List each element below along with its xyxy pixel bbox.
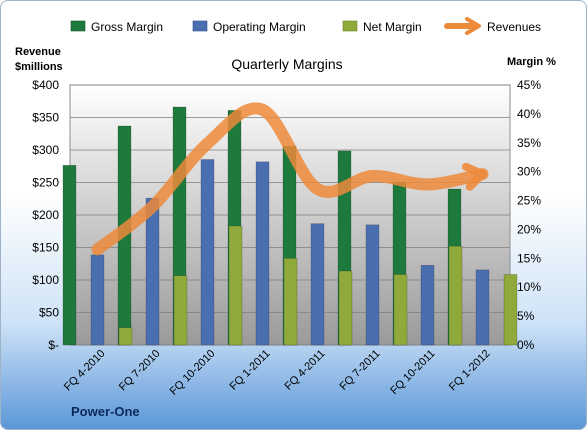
right-axis-tick-label: 40% [517,107,541,121]
right-axis-tick-label: 15% [517,251,541,265]
left-axis-tick-label: $300 [32,143,59,157]
footer-company-label: Power-One [71,404,140,419]
category-label: FQ 1-2011 [228,348,273,393]
legend-label-revenues: Revenues [487,20,541,34]
legend-swatch-net-margin [342,20,358,32]
right-axis-tick-label: 25% [517,194,541,208]
bar-net-margin [393,274,408,346]
bar-net-margin [503,274,518,346]
category-label: FQ 10-2010 [168,348,218,398]
left-axis-ticks: $- $50 $100 $150 $200 $250 $300 $350 $400 [32,78,59,352]
left-axis-tick-label: $- [48,338,59,352]
legend-label-gross-margin: Gross Margin [91,20,163,34]
category-label: FQ 4-2011 [283,348,328,393]
bar-operating-margin [90,254,105,346]
left-axis-tick-label: $350 [32,111,59,125]
right-axis-tick-label: 30% [517,165,541,179]
revenue-line-path [91,102,489,256]
left-axis-tick-label: $250 [32,176,59,190]
right-axis-tick-label: 5% [517,309,535,323]
legend-label-operating-margin: Operating Margin [213,20,306,34]
legend-swatch-gross-margin [70,20,86,32]
left-axis-tick-label: $150 [32,241,59,255]
category-label: FQ 4-2010 [62,348,108,394]
category-label: FQ 10-2011 [388,348,437,397]
left-axis-title-line1: Revenue [15,46,61,58]
category-label: FQ 7-2011 [338,348,383,393]
bar-operating-margin [200,159,215,346]
bar-operating-margin [310,223,325,346]
bar-net-margin [283,257,298,346]
bar-operating-margin [475,269,490,346]
legend: Gross Margin Operating Margin Net Margin… [70,17,541,35]
revenue-line-arrowhead [462,162,487,191]
left-axis-tick-label: $100 [32,273,59,287]
left-axis-title-line2: $millions [15,61,63,73]
bar-operating-margin [145,197,160,346]
chart-title: Quarterly Margins [231,56,342,72]
bar-net-margin [118,327,133,346]
right-axis-tick-label: 10% [517,280,541,294]
bar-operating-margin [365,224,380,346]
bar-net-margin [338,270,353,346]
bar-net-margin [228,225,243,346]
legend-arrowhead-revenues [465,17,481,35]
category-label: FQ 7-2010 [117,348,163,394]
right-axis-tick-label: 45% [517,78,541,92]
bar-operating-margin [255,161,270,346]
legend-swatch-operating-margin [192,20,208,32]
right-axis-title: Margin % [507,56,556,68]
bar-net-margin [173,275,188,346]
bar-operating-margin [420,264,435,346]
revenue-line [91,102,489,256]
category-labels: FQ 4-2010 FQ 7-2010 FQ 10-2010 FQ 1-2011 FQ … [62,348,493,398]
right-axis-tick-label: 20% [517,222,541,236]
right-axis-ticks: 0% 5% 10% 15% 20% 25% 30% 35% 40% 45% [517,78,541,352]
legend-label-net-margin: Net Margin [363,20,422,34]
left-axis-tick-label: $200 [32,208,59,222]
left-axis-tick-label: $400 [32,78,59,92]
bar-gross-margin [62,165,77,346]
left-axis-tick-label: $50 [39,306,59,320]
bar-net-margin [448,245,463,346]
bars [62,106,518,346]
right-axis-tick-label: 0% [517,338,535,352]
right-axis-tick-label: 35% [517,136,541,150]
category-label: FQ 1-2012 [447,348,493,394]
